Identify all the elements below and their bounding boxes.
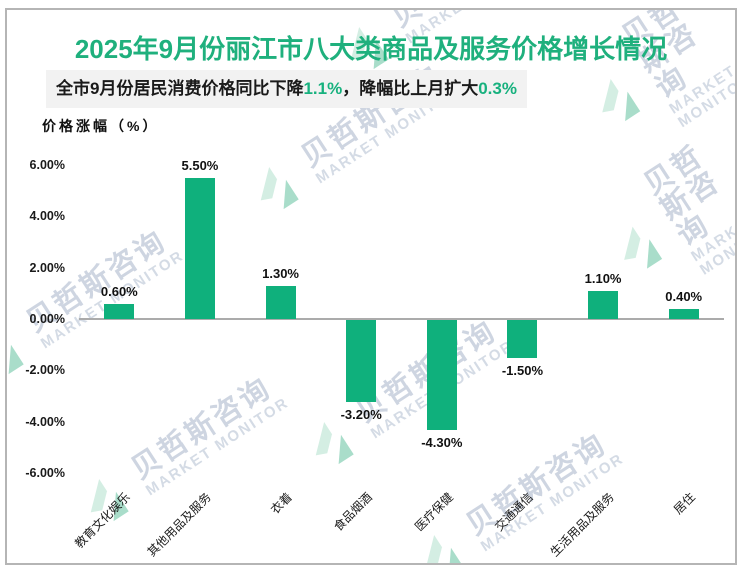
panel-frame: 贝哲斯咨询 MARKET MONITOR 贝哲斯咨询 MARKET MONITOR 贝哲…	[5, 8, 737, 565]
y-tick-label: 6.00%	[29, 158, 65, 173]
x-axis-zero-line	[79, 318, 724, 320]
subtitle-text: 全市9月份居民消费价格同比下降	[56, 79, 304, 98]
bar	[668, 308, 699, 319]
market-monitor-logo-icon	[581, 60, 658, 139]
bar	[104, 303, 135, 319]
subtitle-highlight-1: 1.1%	[303, 79, 343, 98]
watermark-en-text: MARKET MONITOR	[688, 209, 737, 279]
y-tick-label: -6.00%	[25, 465, 65, 480]
y-tick-label: 4.00%	[29, 209, 65, 224]
bar-value-label: 5.50%	[181, 157, 219, 173]
bar	[426, 320, 457, 431]
y-axis-title: 价格涨幅（%）	[42, 118, 160, 134]
bar	[265, 285, 296, 319]
bar-value-label: -1.50%	[501, 363, 544, 379]
y-tick-label: -2.00%	[25, 363, 65, 378]
market-monitor-logo-icon	[240, 148, 317, 227]
bar-value-label: 1.30%	[262, 265, 299, 281]
bar	[507, 320, 538, 359]
bar-value-label: -3.20%	[340, 407, 382, 423]
bar-value-label: 0.60%	[100, 283, 138, 299]
page-title: 2025年9月份丽江市八大类商品及服务价格增长情况	[74, 34, 668, 64]
category-label: 教育文化娱乐	[72, 490, 134, 551]
watermark-cn-text: 贝哲斯咨询	[461, 428, 613, 543]
subtitle-text-mid: ，降幅比上月扩大	[342, 79, 479, 98]
subtitle-banner: 全市9月份居民消费价格同比下降1.1%，降幅比上月扩大0.3%	[46, 70, 527, 108]
bar	[184, 177, 215, 319]
bar-value-label: -4.30%	[421, 435, 463, 451]
y-tick-label: 0.00%	[29, 312, 65, 326]
y-tick-label: -4.00%	[25, 414, 65, 429]
watermark-cn-text: 贝哲斯咨询	[126, 372, 278, 487]
y-tick-label: 2.00%	[29, 260, 65, 275]
watermark-cn-text: 贝哲斯咨询	[638, 139, 727, 253]
bar	[588, 290, 619, 319]
bar-value-label: 1.10%	[584, 270, 622, 286]
bar	[346, 320, 377, 403]
bar-value-label: 0.40%	[665, 288, 703, 304]
market-monitor-logo-icon	[70, 460, 147, 539]
watermark-en-text: MARKET MONITOR	[666, 62, 737, 132]
subtitle-highlight-2: 0.3%	[478, 79, 517, 98]
watermark-en-text: MARKET MONITOR	[142, 393, 292, 500]
